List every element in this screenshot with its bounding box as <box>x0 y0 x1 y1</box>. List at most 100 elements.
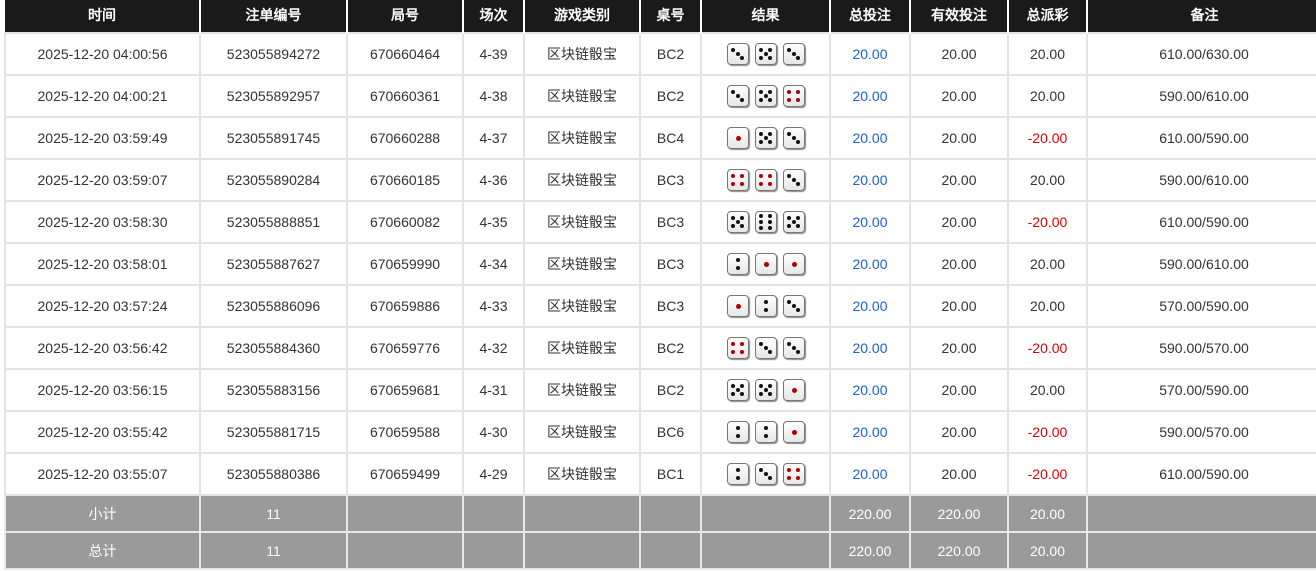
die-3-icon <box>754 463 777 485</box>
note-cell: 590.00/610.00 <box>1086 242 1316 286</box>
time-cell: 2025-12-20 03:55:07 <box>4 452 201 496</box>
empty-cell <box>523 531 641 570</box>
die-2-icon <box>726 253 749 275</box>
payout-cell: 20.00 <box>1007 284 1088 328</box>
session-cell: 4-37 <box>462 116 525 160</box>
valid-bet-cell: 20.00 <box>909 410 1009 454</box>
empty-cell <box>639 531 702 570</box>
table-cell: BC3 <box>639 242 702 286</box>
time-cell: 2025-12-20 03:57:24 <box>4 284 201 328</box>
table-cell: BC2 <box>639 32 702 76</box>
bet-records-table: 时间 注单编号 局号 场次 游戏类别 桌号 结果 总投注 有效投注 总派彩 备注 2025-12-2… <box>4 0 1316 570</box>
die-4-icon <box>782 463 805 485</box>
payout-cell: -20.00 <box>1007 326 1088 370</box>
note-cell: 590.00/570.00 <box>1086 410 1316 454</box>
summary-count: 11 <box>199 531 348 570</box>
game-cell: 区块链骰宝 <box>523 158 641 202</box>
game-cell: 区块链骰宝 <box>523 452 641 496</box>
total-bet-cell: 20.00 <box>829 452 911 496</box>
time-cell: 2025-12-20 04:00:21 <box>4 74 201 118</box>
round-cell: 670659886 <box>346 284 464 328</box>
valid-bet-cell: 20.00 <box>909 158 1009 202</box>
bet-id-cell: 523055891745 <box>199 116 348 160</box>
column-header: 总派彩 <box>1007 0 1087 33</box>
valid-bet-cell: 20.00 <box>909 32 1009 76</box>
time-cell: 2025-12-20 03:59:49 <box>4 116 201 160</box>
payout-cell: -20.00 <box>1007 452 1088 496</box>
die-5-icon <box>782 211 805 233</box>
time-cell: 2025-12-20 03:58:01 <box>4 242 201 286</box>
empty-cell <box>1086 531 1316 570</box>
session-cell: 4-34 <box>462 242 525 286</box>
total-bet-cell: 20.00 <box>829 32 911 76</box>
column-header: 游戏类别 <box>523 0 640 33</box>
table-cell: BC3 <box>639 200 702 244</box>
table-row: 2025-12-20 03:58:01 523055887627 670659990… <box>4 242 1316 286</box>
table-cell: BC2 <box>639 368 702 412</box>
note-cell: 590.00/610.00 <box>1086 158 1316 202</box>
bet-id-cell: 523055892957 <box>199 74 348 118</box>
session-cell: 4-38 <box>462 74 525 118</box>
die-4-icon <box>782 85 805 107</box>
summary-total-bet: 220.00 <box>829 494 911 533</box>
table-row: 2025-12-20 03:56:42 523055884360 670659776… <box>4 326 1316 370</box>
summary-payout: 20.00 <box>1007 531 1088 570</box>
die-1-icon <box>782 253 805 275</box>
die-1-icon <box>726 295 749 317</box>
table-row: 2025-12-20 03:59:07 523055890284 670660185… <box>4 158 1316 202</box>
session-cell: 4-29 <box>462 452 525 496</box>
game-cell: 区块链骰宝 <box>523 242 641 286</box>
payout-cell: 20.00 <box>1007 32 1088 76</box>
table-row: 2025-12-20 04:00:56 523055894272 670660464… <box>4 32 1316 76</box>
time-cell: 2025-12-20 03:59:07 <box>4 158 201 202</box>
total-bet-cell: 20.00 <box>829 368 911 412</box>
empty-cell <box>523 494 641 533</box>
game-cell: 区块链骰宝 <box>523 74 641 118</box>
empty-cell <box>700 531 831 570</box>
empty-cell <box>346 531 464 570</box>
valid-bet-cell: 20.00 <box>909 200 1009 244</box>
dice-result <box>726 337 805 359</box>
summary-label: 总计 <box>4 531 201 570</box>
table-row: 2025-12-20 03:59:49 523055891745 670660288… <box>4 116 1316 160</box>
empty-cell <box>1086 494 1316 533</box>
time-cell: 2025-12-20 03:56:42 <box>4 326 201 370</box>
table-row: 2025-12-20 03:55:42 523055881715 670659588… <box>4 410 1316 454</box>
column-header: 结果 <box>700 0 830 33</box>
empty-cell <box>462 494 525 533</box>
die-5-icon <box>754 379 777 401</box>
game-cell: 区块链骰宝 <box>523 368 641 412</box>
total-bet-cell: 20.00 <box>829 116 911 160</box>
round-cell: 670659588 <box>346 410 464 454</box>
payout-cell: 20.00 <box>1007 158 1088 202</box>
round-cell: 670660082 <box>346 200 464 244</box>
result-cell <box>700 242 831 286</box>
note-cell: 610.00/590.00 <box>1086 452 1316 496</box>
time-cell: 2025-12-20 03:58:30 <box>4 200 201 244</box>
payout-cell: -20.00 <box>1007 200 1088 244</box>
total-bet-cell: 20.00 <box>829 200 911 244</box>
die-5-icon <box>726 211 749 233</box>
column-header: 桌号 <box>639 0 701 33</box>
table-header: 时间 注单编号 局号 场次 游戏类别 桌号 结果 总投注 有效投注 总派彩 备注 <box>5 0 1316 33</box>
session-cell: 4-36 <box>462 158 525 202</box>
payout-cell: 20.00 <box>1007 74 1088 118</box>
bet-id-cell: 523055888851 <box>199 200 348 244</box>
grand_total-row: 总计 11 220.00 220.00 20.00 <box>4 531 1316 570</box>
die-2-icon <box>726 421 749 443</box>
valid-bet-cell: 20.00 <box>909 452 1009 496</box>
result-cell <box>700 326 831 370</box>
dice-result <box>726 43 805 65</box>
dice-result <box>726 379 805 401</box>
die-1-icon <box>782 379 805 401</box>
die-3-icon <box>754 337 777 359</box>
payout-cell: -20.00 <box>1007 410 1088 454</box>
game-cell: 区块链骰宝 <box>523 116 641 160</box>
column-header: 总投注 <box>829 0 910 33</box>
column-header: 局号 <box>346 0 463 33</box>
payout-cell: -20.00 <box>1007 116 1088 160</box>
table-cell: BC6 <box>639 410 702 454</box>
round-cell: 670660464 <box>346 32 464 76</box>
round-cell: 670659499 <box>346 452 464 496</box>
dice-result <box>726 421 805 443</box>
